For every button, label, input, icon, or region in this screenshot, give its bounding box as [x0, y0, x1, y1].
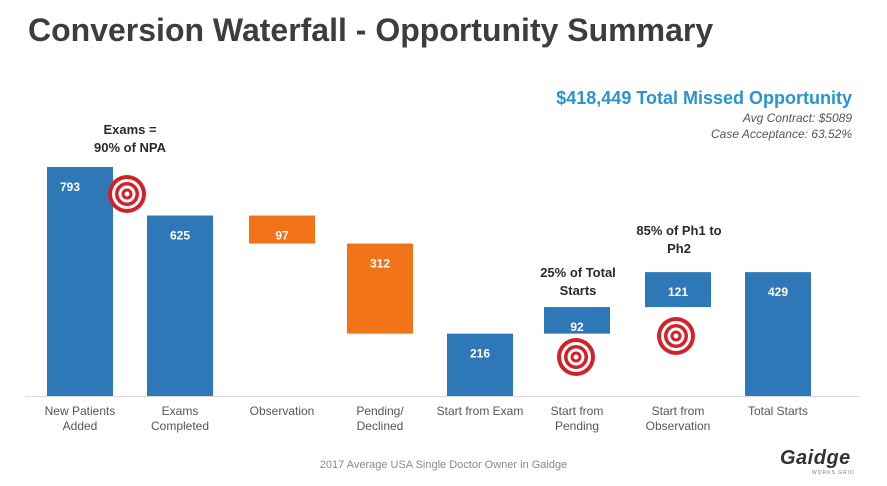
- avg-contract: Avg Contract: $5089: [742, 111, 852, 125]
- bar-value-label-4: 216: [470, 347, 490, 361]
- case-acceptance: Case Acceptance: 63.52%: [711, 127, 852, 141]
- bar-0: [47, 167, 113, 396]
- x-tick-label-4: Start from Exam: [430, 404, 530, 419]
- bar-1: [147, 215, 213, 396]
- annotation-starts-line2: Starts: [559, 283, 597, 298]
- bar-value-label-6: 121: [668, 285, 688, 299]
- bar-value-label-2: 97: [275, 229, 289, 243]
- annotation-exams: Exams = 90% of NPA: [70, 121, 190, 157]
- bar-value-label-1: 625: [170, 229, 190, 243]
- bar-4: [447, 333, 513, 396]
- x-tick-label-6: Start from Observation: [628, 404, 728, 434]
- target-icon: [557, 338, 595, 376]
- bar-value-label-5: 92: [570, 320, 584, 334]
- x-tick-label-line: Completed: [150, 419, 210, 433]
- x-tick-label-line: Pending: [554, 419, 600, 433]
- bar-7: [745, 272, 811, 396]
- gaidge-logo: Gaidge: [780, 447, 851, 469]
- bar-2: [249, 215, 315, 244]
- x-tick-label-line: Observation: [645, 419, 711, 433]
- x-tick-label-line: Exams: [161, 404, 199, 418]
- x-tick-label-1: Exams Completed: [130, 404, 230, 434]
- annotation-ph-line1: 85% of Ph1 to: [636, 223, 722, 238]
- x-tick-label-line: Declined: [356, 419, 404, 433]
- annotation-exams-line1: Exams =: [103, 122, 157, 137]
- x-tick-label-line: Start from Exam: [436, 404, 524, 418]
- annotation-exams-line2: 90% of NPA: [94, 140, 166, 155]
- bar-value-label-0: 793: [60, 180, 80, 194]
- x-tick-label-line: Total Starts: [747, 404, 809, 418]
- annotation-ph-line2: Ph2: [667, 241, 691, 256]
- annotation-ph: 85% of Ph1 to Ph2: [614, 222, 744, 258]
- x-tick-label-0: New Patients Added: [30, 404, 130, 434]
- target-icon: [657, 317, 695, 355]
- x-tick-label-line: Pending/: [356, 404, 404, 418]
- x-tick-label-2: Observation: [232, 404, 332, 419]
- page-title: Conversion Waterfall - Opportunity Summa…: [28, 12, 714, 48]
- x-tick-label-line: Observation: [249, 404, 315, 418]
- x-tick-label-line: New Patients: [44, 404, 116, 418]
- footnote: 2017 Average USA Single Doctor Owner in …: [319, 459, 568, 471]
- bar-6: [645, 272, 711, 308]
- bar-value-label-7: 429: [768, 285, 788, 299]
- x-tick-label-3: Pending/Declined: [330, 404, 430, 434]
- annotation-starts-line1: 25% of Total: [540, 265, 616, 280]
- x-tick-label-line: Start from: [550, 404, 604, 418]
- x-tick-label-5: Start from Pending: [527, 404, 627, 434]
- x-tick-label-line: Added: [62, 419, 98, 433]
- total-missed-opportunity: $418,449 Total Missed Opportunity: [556, 88, 852, 108]
- bar-value-label-3: 312: [370, 257, 390, 271]
- annotation-starts: 25% of Total Starts: [518, 264, 638, 300]
- x-tick-label-line: Start from: [651, 404, 705, 418]
- bar-5: [544, 307, 610, 334]
- target-icon: [108, 175, 146, 213]
- x-tick-label-7: Total Starts: [728, 404, 828, 419]
- gaidge-logo-subtext: WORKS GRID: [812, 470, 855, 476]
- bar-3: [347, 243, 413, 334]
